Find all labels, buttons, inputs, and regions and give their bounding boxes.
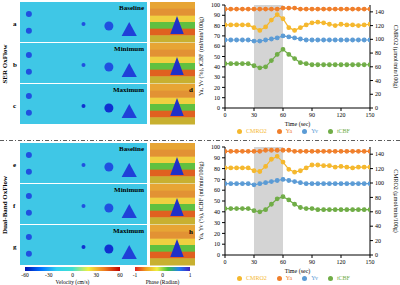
- svg-text:-1: -1: [133, 272, 138, 278]
- svg-text:150: 150: [366, 259, 375, 265]
- svg-text:60: 60: [280, 112, 286, 118]
- html-text:CMRO2: CMRO2: [246, 275, 267, 281]
- svg-text:60: 60: [214, 43, 220, 49]
- html-text:Ya: Ya: [285, 275, 293, 281]
- html-text:CMRO2: CMRO2: [246, 128, 267, 134]
- svg-text:h: h: [189, 228, 193, 236]
- svg-text:CMRO2 (µmol/min/100g): CMRO2 (µmol/min/100g): [392, 25, 399, 89]
- svg-text:90: 90: [309, 259, 315, 265]
- svg-text:40: 40: [375, 223, 381, 229]
- svg-text:60: 60: [280, 259, 286, 265]
- svg-text:20: 20: [214, 85, 220, 91]
- svg-text:Baseline: Baseline: [119, 4, 144, 12]
- svg-text:Phase (Radian): Phase (Radian): [146, 279, 180, 285]
- svg-text:0: 0: [71, 272, 74, 278]
- svg-text:90: 90: [214, 155, 220, 161]
- svg-text:Ya, Yv (%), tCBF (ml/min/100g): Ya, Yv (%), tCBF (ml/min/100g): [198, 17, 205, 96]
- svg-text:90: 90: [309, 112, 315, 118]
- svg-text:100: 100: [211, 144, 220, 150]
- html-text:tCBF: tCBF: [336, 275, 350, 281]
- svg-text:a: a: [13, 20, 17, 28]
- html-text:Yv: Yv: [311, 128, 318, 134]
- svg-text:Maximum: Maximum: [113, 227, 144, 235]
- svg-text:-30: -30: [45, 272, 53, 278]
- svg-text:0: 0: [217, 105, 220, 111]
- html-text:Ya: Ya: [285, 128, 293, 134]
- svg-text:30: 30: [214, 74, 220, 80]
- svg-text:Dual-Band OxFlow: Dual-Band OxFlow: [1, 175, 9, 234]
- svg-text:40: 40: [214, 209, 220, 215]
- svg-text:c: c: [13, 102, 16, 110]
- svg-text:150: 150: [366, 112, 375, 118]
- svg-text:Minimum: Minimum: [114, 186, 144, 194]
- svg-text:50: 50: [214, 198, 220, 204]
- svg-text:60: 60: [375, 209, 381, 215]
- svg-text:120: 120: [337, 112, 346, 118]
- svg-text:Maximum: Maximum: [113, 86, 144, 94]
- svg-text:140: 140: [375, 151, 384, 157]
- svg-text:80: 80: [214, 166, 220, 172]
- svg-text:90: 90: [214, 12, 220, 18]
- svg-text:g: g: [13, 243, 17, 251]
- svg-text:10: 10: [214, 95, 220, 101]
- svg-text:f: f: [13, 202, 16, 210]
- svg-text:140: 140: [375, 9, 384, 15]
- svg-text:100: 100: [211, 2, 220, 8]
- svg-text:40: 40: [375, 78, 381, 84]
- svg-text:-60: -60: [21, 272, 29, 278]
- svg-text:80: 80: [375, 195, 381, 201]
- svg-text:60: 60: [375, 64, 381, 70]
- html-text:Yv: Yv: [311, 275, 318, 281]
- svg-text:60: 60: [214, 187, 220, 193]
- svg-text:30: 30: [214, 220, 220, 226]
- svg-text:120: 120: [375, 166, 384, 172]
- svg-text:0: 0: [224, 112, 227, 118]
- svg-text:40: 40: [214, 64, 220, 70]
- svg-text:120: 120: [337, 259, 346, 265]
- svg-text:Baseline: Baseline: [119, 145, 144, 153]
- svg-text:Velocity (cm/s): Velocity (cm/s): [56, 279, 90, 285]
- svg-text:CMRO2 (µmol/min/100g): CMRO2 (µmol/min/100g): [392, 169, 399, 233]
- svg-text:20: 20: [375, 238, 381, 244]
- svg-text:70: 70: [214, 33, 220, 39]
- svg-text:Ya, Yv (%), tCBF (ml/min/100g): Ya, Yv (%), tCBF (ml/min/100g): [198, 162, 205, 241]
- svg-text:d: d: [189, 86, 193, 94]
- svg-text:SER OxFlow: SER OxFlow: [1, 44, 9, 84]
- svg-text:50: 50: [214, 54, 220, 60]
- svg-text:30: 30: [94, 272, 100, 278]
- svg-text:0: 0: [375, 105, 378, 111]
- svg-text:30: 30: [251, 259, 257, 265]
- svg-text:10: 10: [214, 241, 220, 247]
- html-text:tCBF: tCBF: [336, 128, 350, 134]
- svg-text:100: 100: [375, 36, 384, 42]
- svg-text:80: 80: [214, 23, 220, 29]
- svg-text:20: 20: [214, 231, 220, 237]
- svg-text:70: 70: [214, 177, 220, 183]
- svg-text:30: 30: [251, 112, 257, 118]
- svg-text:80: 80: [375, 50, 381, 56]
- svg-text:e: e: [13, 161, 16, 169]
- svg-text:0: 0: [161, 272, 164, 278]
- svg-text:0: 0: [217, 252, 220, 258]
- svg-text:Minimum: Minimum: [114, 45, 144, 53]
- svg-text:0: 0: [224, 259, 227, 265]
- svg-text:100: 100: [375, 180, 384, 186]
- svg-text:b: b: [13, 61, 17, 69]
- svg-text:Time (sec): Time (sec): [285, 268, 311, 275]
- svg-text:1: 1: [189, 272, 192, 278]
- svg-text:20: 20: [375, 91, 381, 97]
- svg-text:Time (sec): Time (sec): [285, 121, 311, 128]
- svg-text:0: 0: [375, 252, 378, 258]
- svg-text:120: 120: [375, 23, 384, 29]
- svg-text:60: 60: [117, 272, 123, 278]
